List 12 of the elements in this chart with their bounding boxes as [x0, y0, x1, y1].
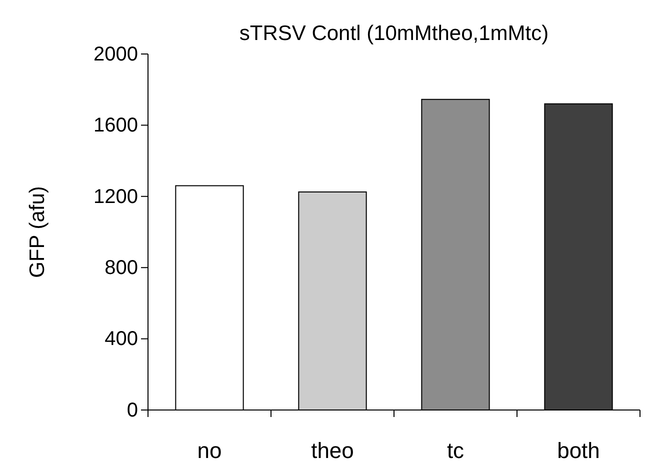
y-tick-label: 1200	[94, 186, 138, 208]
y-tick-label: 400	[104, 328, 138, 350]
y-tick-label: 800	[104, 257, 138, 279]
x-tick-label: both	[557, 438, 600, 463]
chart-title: sTRSV Contl (10mMtheo,1mMtc)	[239, 22, 549, 45]
x-tick-label: tc	[446, 438, 464, 463]
x-tick-label: no	[197, 438, 222, 463]
x-tick-label: theo	[311, 438, 354, 463]
y-tick-label: 2000	[94, 43, 138, 66]
y-axis-title: GFP (afu)	[26, 186, 49, 278]
y-tick-label: 0	[126, 399, 138, 422]
y-tick-label: 1600	[94, 114, 138, 137]
